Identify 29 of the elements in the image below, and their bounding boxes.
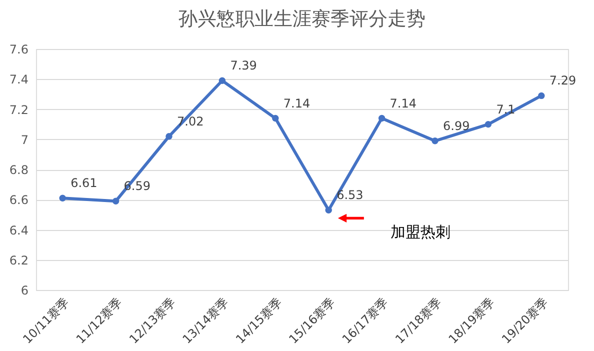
point	[538, 92, 545, 100]
data-label: 7.14	[283, 96, 310, 110]
point	[272, 114, 279, 122]
data-label: 7.14	[390, 96, 417, 110]
point	[218, 77, 226, 84]
data-label: 6.53	[336, 188, 364, 202]
point	[112, 198, 120, 204]
annotation: 加盟热刺	[390, 223, 451, 242]
data-label: 6.99	[443, 118, 470, 133]
point	[484, 120, 492, 128]
chart-title: 孙兴慜职业生涯赛季评分走势	[178, 8, 426, 30]
data-label: 7.29	[549, 74, 576, 88]
y-tick-label: 6	[20, 284, 28, 298]
point	[166, 133, 172, 140]
point	[59, 194, 66, 202]
y-tick-label: 7.4	[9, 72, 28, 87]
point	[432, 138, 438, 144]
data-label: 6.61	[70, 176, 98, 190]
y-tick-label: 7	[20, 132, 28, 147]
data-label: 7.1	[496, 102, 516, 116]
y-tick-label: 6.2	[9, 253, 28, 268]
y-tick-label: 6.6	[9, 193, 28, 208]
data-label: 7.39	[230, 58, 257, 73]
y-tick-label: 6.8	[9, 163, 28, 177]
y-tick-label: 7.2	[9, 102, 28, 117]
point	[325, 206, 332, 214]
y-tick-label: 7.6	[9, 42, 28, 56]
point	[378, 114, 386, 122]
y-tick-label: 6.4	[9, 223, 28, 238]
